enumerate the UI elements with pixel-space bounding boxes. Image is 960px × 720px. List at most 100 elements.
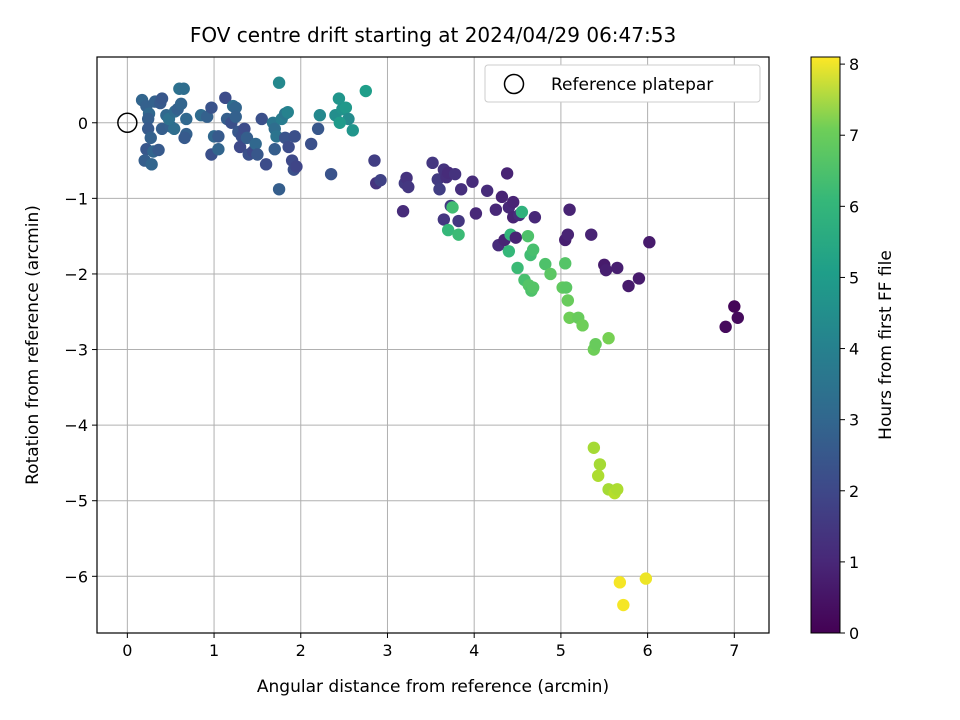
- data-point: [229, 101, 242, 114]
- x-tick-label: 7: [729, 641, 739, 660]
- data-point: [639, 572, 653, 585]
- data-point: [521, 229, 535, 243]
- y-tick-label: −4: [64, 416, 88, 435]
- colorbar-ticks: 0 1 2 3 4 5 6 7 8: [840, 55, 859, 643]
- data-point: [526, 281, 540, 294]
- data-point: [515, 205, 529, 219]
- data-point: [544, 267, 557, 281]
- colorbar-tick-label: 8: [849, 55, 859, 74]
- data-point: [622, 279, 635, 293]
- data-point: [643, 235, 656, 249]
- y-axis-label: Rotation from reference (arcmin): [23, 205, 43, 485]
- data-point: [304, 137, 318, 151]
- data-point: [561, 294, 575, 307]
- data-point: [180, 112, 193, 126]
- colorbar: 0 1 2 3 4 5 6 7 8 Hours from first FF file: [810, 55, 896, 643]
- data-point: [205, 101, 218, 114]
- data-point: [233, 140, 247, 154]
- data-point: [602, 331, 615, 345]
- data-point: [507, 195, 520, 209]
- data-point: [212, 130, 225, 143]
- data-point: [339, 101, 353, 114]
- data-point: [587, 441, 601, 455]
- x-tick-label: 3: [382, 641, 392, 660]
- data-point: [480, 184, 494, 197]
- data-point: [559, 257, 572, 270]
- data-point: [559, 281, 573, 294]
- legend-marker-icon: [503, 73, 525, 95]
- data-point: [511, 261, 524, 275]
- plot-frame: [96, 56, 770, 634]
- data-point: [333, 116, 346, 129]
- data-point: [177, 82, 190, 95]
- colorbar-tick-label: 7: [849, 126, 859, 145]
- data-point: [589, 338, 602, 351]
- x-tick-label: 0: [122, 641, 132, 660]
- data-point: [288, 130, 301, 143]
- data-point: [359, 84, 372, 98]
- colorbar-tick-label: 1: [849, 553, 859, 572]
- data-point: [155, 92, 169, 105]
- chart-title: FOV centre drift starting at 2024/04/29 …: [190, 23, 676, 47]
- data-point: [212, 143, 225, 156]
- data-point: [255, 112, 268, 126]
- data-point: [576, 319, 589, 332]
- data-point: [611, 483, 624, 496]
- data-point: [466, 175, 479, 188]
- data-point: [617, 598, 630, 612]
- reference-point: [117, 112, 138, 134]
- data-point: [240, 131, 254, 145]
- data-point: [452, 228, 465, 241]
- data-point: [282, 140, 295, 154]
- plot-area: [97, 57, 769, 633]
- data-point: [469, 207, 483, 220]
- data-point: [585, 228, 598, 241]
- data-point: [396, 205, 410, 218]
- data-point: [144, 131, 157, 145]
- data-point: [229, 110, 242, 123]
- data-point: [281, 105, 294, 119]
- colorbar-tick-label: 0: [849, 624, 859, 643]
- x-tick-label: 2: [296, 641, 306, 660]
- data-point: [219, 91, 232, 105]
- data-point: [249, 137, 262, 151]
- y-tick-label: 0: [78, 114, 88, 133]
- colorbar-gradient: [810, 56, 841, 634]
- data-point: [346, 124, 359, 137]
- colorbar-tick-label: 5: [849, 268, 859, 287]
- data-point: [728, 300, 741, 313]
- data-point: [152, 143, 165, 157]
- data-point: [593, 458, 607, 471]
- legend-box: [484, 64, 761, 103]
- data-point: [313, 109, 327, 122]
- data-points: [135, 76, 744, 612]
- grid-lines: [97, 57, 769, 633]
- data-point: [509, 231, 523, 244]
- colorbar-tick-label: 2: [849, 482, 859, 501]
- data-point: [268, 143, 281, 156]
- colorbar-tick-label: 3: [849, 411, 859, 430]
- data-point: [632, 272, 646, 285]
- data-point: [426, 156, 439, 170]
- x-axis-ticks: 0 1 2 3 4 5 6 7: [122, 633, 739, 660]
- data-point: [448, 167, 462, 181]
- data-point: [141, 112, 155, 126]
- data-point: [561, 228, 575, 241]
- data-point: [178, 131, 191, 145]
- data-point: [437, 213, 451, 226]
- data-point: [613, 576, 627, 589]
- data-point: [433, 183, 446, 196]
- data-point: [374, 174, 387, 187]
- y-tick-label: −6: [64, 567, 88, 586]
- data-point: [145, 158, 158, 171]
- data-point: [591, 469, 605, 482]
- data-point: [563, 203, 576, 216]
- y-tick-label: −1: [64, 189, 88, 208]
- data-point: [251, 148, 264, 161]
- y-tick-label: −2: [64, 265, 88, 284]
- data-point: [454, 183, 468, 196]
- data-point: [368, 154, 381, 167]
- data-point: [539, 257, 552, 271]
- data-point: [731, 311, 744, 324]
